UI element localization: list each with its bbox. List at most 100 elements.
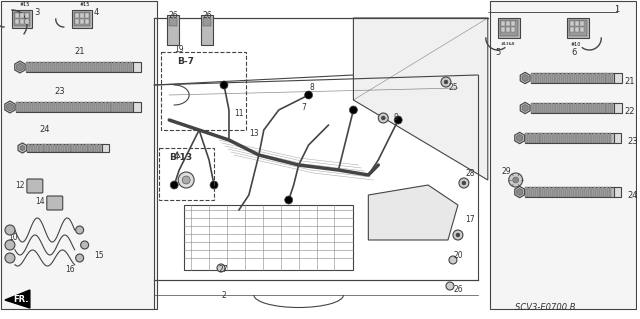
Polygon shape xyxy=(516,135,523,142)
Text: 2: 2 xyxy=(221,292,227,300)
Bar xyxy=(82,144,84,152)
Bar xyxy=(568,103,572,113)
Bar xyxy=(84,102,86,112)
Bar xyxy=(500,27,505,32)
Circle shape xyxy=(509,173,523,187)
Polygon shape xyxy=(20,145,25,151)
Polygon shape xyxy=(520,72,530,84)
Bar xyxy=(65,144,67,152)
Bar xyxy=(75,13,79,18)
Bar xyxy=(38,144,40,152)
Bar xyxy=(607,103,609,113)
Bar xyxy=(54,144,57,152)
Bar xyxy=(571,187,573,197)
Bar xyxy=(582,187,585,197)
Circle shape xyxy=(462,181,466,185)
Bar xyxy=(538,73,541,83)
Polygon shape xyxy=(515,186,525,198)
Polygon shape xyxy=(5,290,30,308)
Text: 23: 23 xyxy=(627,137,638,145)
Text: 21: 21 xyxy=(74,48,85,56)
Circle shape xyxy=(513,177,518,183)
Circle shape xyxy=(449,256,457,264)
Polygon shape xyxy=(522,74,528,82)
Bar xyxy=(79,19,84,24)
Bar xyxy=(525,187,616,197)
Bar xyxy=(58,144,60,152)
Bar xyxy=(46,62,49,72)
Bar xyxy=(93,62,97,72)
Bar xyxy=(575,187,577,197)
Bar xyxy=(1,1,157,309)
Bar xyxy=(77,62,81,72)
Bar xyxy=(593,133,596,143)
Bar xyxy=(30,62,33,72)
Bar xyxy=(38,62,41,72)
Bar xyxy=(561,103,564,113)
Bar xyxy=(607,73,609,83)
Text: 20: 20 xyxy=(453,251,463,261)
Text: 15: 15 xyxy=(95,250,104,259)
Bar xyxy=(78,144,81,152)
Bar xyxy=(550,103,552,113)
Bar xyxy=(614,103,621,113)
Bar xyxy=(567,187,570,197)
Text: 6: 6 xyxy=(572,48,577,57)
Bar xyxy=(614,73,621,83)
Bar xyxy=(614,133,621,143)
Bar xyxy=(72,102,75,112)
Bar xyxy=(614,187,621,197)
Bar xyxy=(51,144,54,152)
Circle shape xyxy=(5,225,15,235)
Text: 18: 18 xyxy=(204,33,214,42)
Bar xyxy=(88,102,91,112)
Text: 12: 12 xyxy=(15,181,24,189)
Text: 22: 22 xyxy=(625,107,635,115)
Bar xyxy=(500,20,518,36)
Bar xyxy=(104,102,106,112)
Bar xyxy=(92,102,95,112)
Bar xyxy=(575,133,577,143)
Bar xyxy=(584,103,587,113)
Bar xyxy=(554,73,556,83)
Bar xyxy=(490,1,636,309)
Bar xyxy=(36,102,39,112)
Bar xyxy=(586,187,589,197)
Bar xyxy=(79,102,83,112)
Bar xyxy=(531,73,534,83)
Bar xyxy=(95,102,99,112)
Bar xyxy=(582,133,585,143)
Polygon shape xyxy=(522,105,528,112)
Bar xyxy=(184,205,353,270)
Polygon shape xyxy=(515,132,525,144)
Bar xyxy=(586,133,589,143)
Bar xyxy=(580,27,584,32)
Bar xyxy=(26,62,29,72)
Bar xyxy=(75,144,77,152)
Bar xyxy=(108,102,111,112)
Bar xyxy=(68,144,70,152)
Text: #15: #15 xyxy=(79,2,90,7)
Bar xyxy=(133,62,141,72)
Bar xyxy=(575,21,579,26)
Bar xyxy=(570,21,575,26)
Text: 13: 13 xyxy=(249,129,259,137)
Text: #10: #10 xyxy=(570,42,581,47)
Text: 19: 19 xyxy=(174,46,184,55)
Bar xyxy=(20,19,24,24)
Bar xyxy=(90,62,93,72)
Bar xyxy=(68,102,70,112)
Bar xyxy=(44,102,47,112)
Bar xyxy=(74,12,90,26)
Circle shape xyxy=(446,282,454,290)
Bar xyxy=(76,102,79,112)
Bar xyxy=(546,103,548,113)
Bar xyxy=(548,133,551,143)
Bar xyxy=(595,103,598,113)
Bar xyxy=(61,144,64,152)
Bar xyxy=(525,133,616,143)
Bar xyxy=(603,73,605,83)
Bar xyxy=(75,19,79,24)
Bar xyxy=(92,144,94,152)
Bar xyxy=(570,20,588,36)
